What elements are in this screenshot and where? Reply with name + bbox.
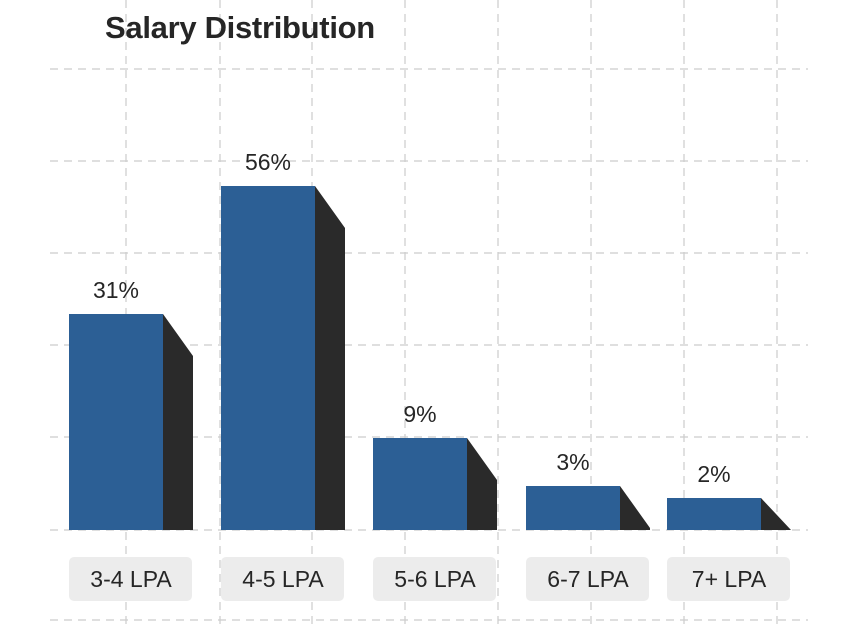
bar [667,498,761,530]
chart-title: Salary Distribution [105,10,375,45]
category-label: 6-7 LPA [547,566,629,592]
category-label: 4-5 LPA [242,566,324,592]
bar [69,314,163,530]
data-label: 56% [245,149,291,175]
category-label-box [373,557,496,601]
category-label: 3-4 LPA [90,566,172,592]
bar-side [467,438,497,530]
bar [373,438,467,530]
category-label: 5-6 LPA [394,566,476,592]
bar-side [163,314,193,530]
bar-side [315,186,345,530]
data-label: 3% [556,449,589,475]
category-label: 7+ LPA [692,566,767,592]
bar-side [761,498,791,530]
bar [221,186,315,530]
data-label: 2% [697,461,730,487]
category-label-box [526,557,649,601]
data-label: 31% [93,277,139,303]
bar [526,486,620,530]
bar-side [620,486,650,530]
category-label-box [221,557,344,601]
data-label: 9% [403,401,436,427]
category-label-box [69,557,192,601]
category-label-box [667,557,790,601]
